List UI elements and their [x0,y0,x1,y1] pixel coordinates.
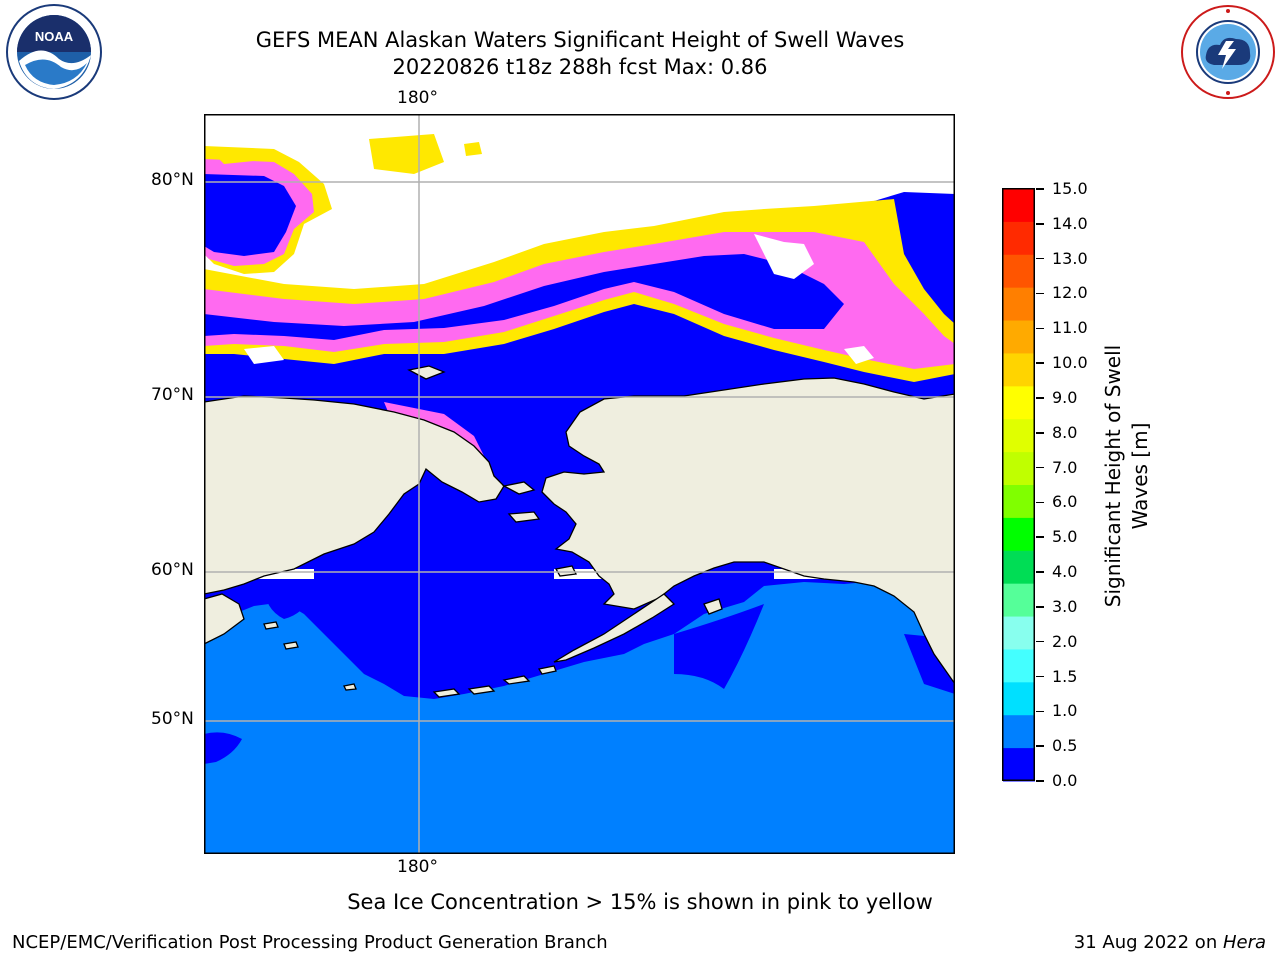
colorbar-tick-mark [1036,640,1044,643]
colorbar-tick-mark [1036,571,1044,573]
colorbar-segment [1003,748,1035,782]
host-name: Hera [1222,932,1266,953]
colorbar-tick-label: 10.0 [1052,353,1088,373]
colorbar-tick-mark [1036,675,1044,678]
colorbar-segment [1003,715,1035,749]
colorbar-segment [1003,320,1035,354]
colorbar-tick-mark [1036,536,1044,538]
lon-label-top: 180° [397,88,438,108]
colorbar-tick-mark [1036,432,1044,434]
svg-text:NOAA: NOAA [35,29,74,44]
graticule [204,114,955,854]
run-date-text: 31 Aug 2022 on [1073,932,1223,953]
sea-ice-region [204,134,955,460]
colorbar-tick-mark [1036,362,1044,364]
colorbar-tick-label: 12.0 [1052,283,1088,303]
colorbar-tick-mark [1036,745,1044,747]
colorbar-segment [1003,353,1035,387]
map-frame [204,114,955,854]
colorbar-tick-label: 0.0 [1052,771,1078,790]
colorbar-segment [1003,386,1035,420]
land [204,365,955,698]
colorbar-tick-label: 4.0 [1052,562,1078,582]
lat-label-50: 50°N [151,709,194,729]
colorbar-segment [1003,583,1035,618]
noaa-logo: NOAA [6,4,102,100]
colorbar-label: Significant Height of Swell Waves [m] [1100,330,1162,650]
colorbar-segment [1003,550,1035,585]
colorbar-segment [1003,682,1035,716]
nws-logo [1181,5,1275,99]
colorbar-tick-label: 1.5 [1052,666,1078,686]
colorbar-tick-mark [1036,466,1044,469]
colorbar-segment [1003,616,1035,650]
lat-label-70: 70°N [151,385,194,405]
chart-title: GEFS MEAN Alaskan Waters Significant Hei… [255,28,905,52]
colorbar-segment [1003,485,1035,519]
colorbar-tick-label: 5.0 [1052,527,1078,547]
colorbar-tick-label: 3.0 [1052,596,1078,616]
lat-label-80: 80°N [151,170,194,190]
colorbar-tick-label: 11.0 [1052,318,1088,338]
colorbar-tick-label: 2.0 [1052,631,1078,651]
colorbar-tick-label: 9.0 [1052,387,1078,407]
colorbar-tick-mark [1036,710,1044,713]
colorbar-segment [1003,254,1035,289]
swell-height-map [204,114,955,854]
colorbar-segment [1003,221,1035,256]
colorbar-segment [1003,287,1035,322]
credit-text: NCEP/EMC/Verification Post Processing Pr… [12,932,608,953]
colorbar-tick-label: 6.0 [1052,492,1078,512]
colorbar-segment [1003,419,1035,453]
colorbar-tick-mark [1036,606,1044,608]
colorbar-tick-mark [1036,501,1044,504]
lat-label-60: 60°N [151,560,194,580]
colorbar-tick-mark [1036,257,1044,260]
lon-label-bottom: 180° [397,857,438,877]
run-date: 31 Aug 2022 on Hera [1074,932,1266,953]
colorbar-tick-label: 13.0 [1052,248,1088,268]
colorbar-tick-label: 1.0 [1052,701,1078,721]
colorbar-tick-mark [1036,292,1044,295]
colorbar-tick-label: 8.0 [1052,422,1078,442]
colorbar-tick-mark [1036,397,1044,399]
colorbar-tick-mark [1036,223,1044,225]
colorbar-segment [1003,452,1035,486]
colorbar [1002,188,1035,782]
colorbar-label-line2: Waves [m] [1128,422,1152,530]
colorbar-segment [1003,649,1035,683]
chart-subtitle: 20220826 t18z 288h fcst Max: 0.86 [392,55,768,79]
sea-ice-note: Sea Ice Concentration > 15% is shown in … [347,890,933,914]
colorbar-tick-label: 0.5 [1052,736,1078,756]
colorbar-tick-label: 14.0 [1052,213,1088,233]
colorbar-label-line1: Significant Height of Swell [1101,344,1125,608]
colorbar-tick-label: 7.0 [1052,457,1078,477]
colorbar-segment [1003,189,1035,223]
colorbar-segment [1003,517,1035,552]
colorbar-tick-label: 15.0 [1052,179,1088,198]
colorbar-tick-mark [1036,327,1044,330]
colorbar-tick-mark [1036,188,1044,190]
colorbar-tick-mark [1036,780,1044,782]
